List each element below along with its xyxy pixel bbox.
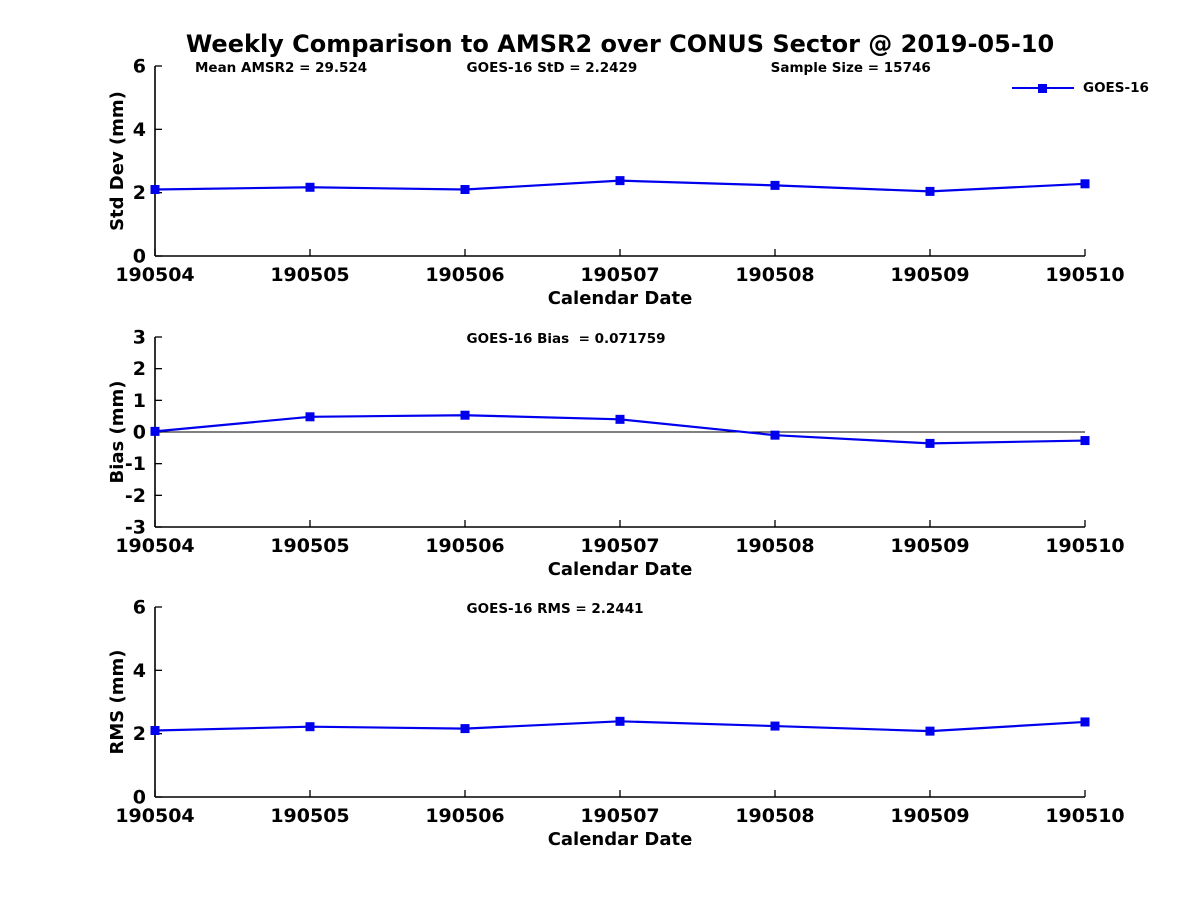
y-tick-label: 4 <box>133 119 146 141</box>
y-tick-label: 2 <box>133 723 146 745</box>
y-tick-label: 4 <box>133 660 146 682</box>
x-tick-label: 190509 <box>890 264 969 286</box>
annotation-text: Mean AMSR2 = 29.524 <box>195 60 367 76</box>
x-tick-label: 190507 <box>580 264 659 286</box>
data-point-marker <box>1080 179 1090 189</box>
y-tick-label: 0 <box>133 422 146 444</box>
x-tick-label: 190504 <box>115 535 194 557</box>
x-axis-label: Calendar Date <box>548 559 693 580</box>
legend-label: GOES-16 <box>1083 80 1149 96</box>
data-point-marker <box>460 185 470 194</box>
annotation-text: Sample Size = 15746 <box>771 60 931 76</box>
y-axis-label: Std Dev (mm) <box>107 91 128 231</box>
data-point-marker <box>1080 436 1090 446</box>
data-point-marker <box>460 410 470 420</box>
x-axis-label: Calendar Date <box>548 288 693 309</box>
y-tick-label: 6 <box>133 56 146 78</box>
legend-square-marker-icon <box>1038 83 1047 93</box>
x-tick-label: 190505 <box>270 535 349 557</box>
y-tick-label: 2 <box>133 182 146 204</box>
x-tick-label: 190510 <box>1045 535 1124 557</box>
data-point-marker <box>615 716 625 726</box>
data-point-marker <box>305 182 315 192</box>
x-tick-label: 190510 <box>1045 264 1124 286</box>
data-point-marker <box>615 414 625 424</box>
x-tick-label: 190505 <box>270 805 349 827</box>
data-point-marker <box>925 186 935 196</box>
data-point-marker <box>770 180 780 190</box>
annotation-text: GOES-16 RMS = 2.2441 <box>467 601 644 617</box>
x-tick-label: 190507 <box>580 805 659 827</box>
data-point-marker <box>150 185 160 194</box>
x-tick-label: 190509 <box>890 805 969 827</box>
y-tick-label: 0 <box>133 246 146 268</box>
y-tick-label: 3 <box>133 327 146 349</box>
y-tick-label: 6 <box>133 597 146 619</box>
std-dev-subplot: 0 2 4 6 190504 190505 190506 190507 190508 190509… <box>107 56 1125 310</box>
data-point-marker <box>925 438 935 448</box>
data-point-marker <box>770 430 780 440</box>
x-tick-label: 190505 <box>270 264 349 286</box>
data-point-marker <box>1080 717 1090 727</box>
x-tick-label: 190508 <box>735 264 814 286</box>
x-tick-label: 190506 <box>425 805 504 827</box>
y-axis-label: RMS (mm) <box>107 650 128 755</box>
annotation-text: GOES-16 StD = 2.2429 <box>467 60 638 76</box>
data-point-marker <box>925 726 935 736</box>
x-tick-label: 190504 <box>115 264 194 286</box>
y-tick-label: -1 <box>125 453 146 475</box>
data-point-marker <box>150 726 160 735</box>
y-tick-label: -3 <box>125 517 146 539</box>
y-axis-label: Bias (mm) <box>107 381 128 484</box>
y-tick-label: -2 <box>125 485 146 507</box>
x-tick-label: 190504 <box>115 805 194 827</box>
data-point-marker <box>770 721 780 731</box>
data-point-marker <box>615 176 625 186</box>
rms-subplot: 0 2 4 6 190504 190505 190506 190507 190508 190509… <box>107 597 1125 851</box>
y-tick-label: 2 <box>133 358 146 380</box>
y-tick-label: 0 <box>133 787 146 809</box>
annotation-text: GOES-16 Bias = 0.071759 <box>467 331 666 347</box>
x-tick-label: 190508 <box>735 805 814 827</box>
y-tick-label: 1 <box>133 390 146 412</box>
figure-title: Weekly Comparison to AMSR2 over CONUS Se… <box>185 30 1055 58</box>
data-point-marker <box>305 722 315 732</box>
x-tick-label: 190509 <box>890 535 969 557</box>
data-point-marker <box>460 724 470 734</box>
x-tick-label: 190508 <box>735 535 814 557</box>
x-tick-label: 190506 <box>425 264 504 286</box>
legend: GOES-16 <box>1012 80 1149 96</box>
bias-subplot: -3 -2 -1 0 1 2 3 190504 190505 190506 190507 190508… <box>107 327 1125 581</box>
data-point-marker <box>150 426 160 436</box>
legend-line-sample <box>1012 83 1074 93</box>
x-axis-label: Calendar Date <box>548 829 693 850</box>
x-tick-label: 190510 <box>1045 805 1124 827</box>
data-point-marker <box>305 412 315 422</box>
x-tick-label: 190507 <box>580 535 659 557</box>
x-tick-label: 190506 <box>425 535 504 557</box>
